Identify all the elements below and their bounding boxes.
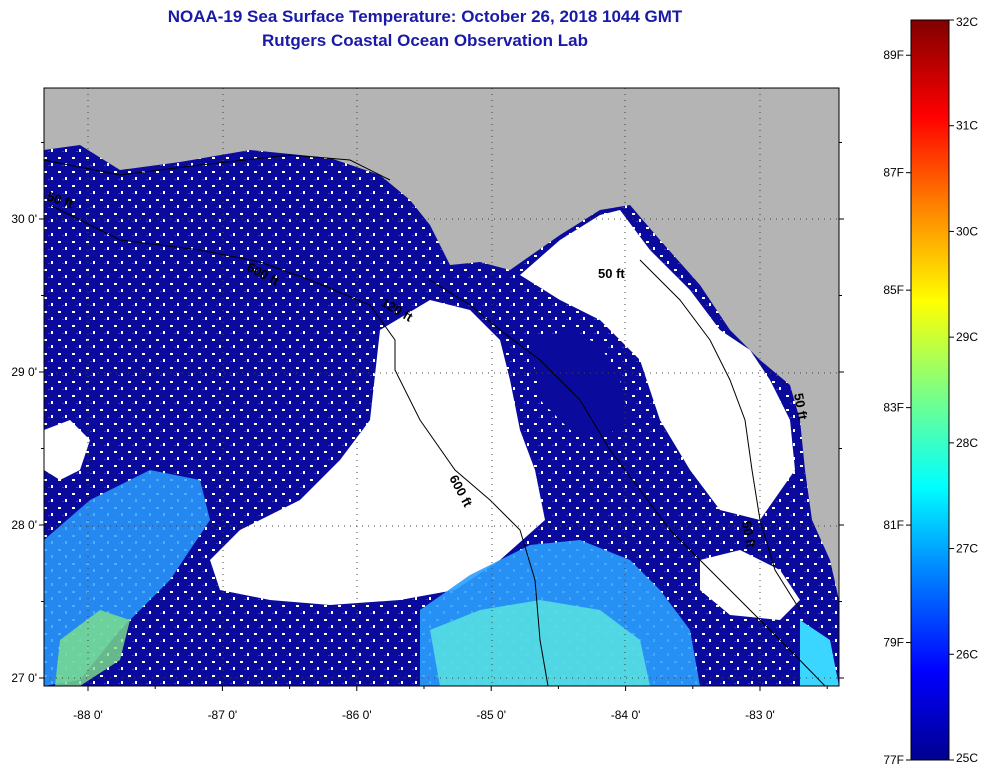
cb-fahrenheit-label-4: 81F (883, 518, 904, 532)
lat-tick-label-1: 29 0' (11, 365, 37, 379)
cb-celsius-label-3: 29C (956, 330, 978, 344)
cb-fahrenheit-label-5: 79F (883, 636, 904, 650)
map-title: NOAA-19 Sea Surface Temperature: October… (167, 7, 683, 26)
map-subtitle: Rutgers Coastal Ocean Observation Lab (262, 31, 588, 50)
lon-tick-label-2: -86 0' (342, 708, 372, 722)
contour-label-7: 50 ft (791, 392, 811, 422)
map-area (44, 88, 839, 686)
cb-fahrenheit-label-3: 83F (883, 401, 904, 415)
grid-lines (44, 88, 839, 686)
contour-label-6: 50 ft (739, 520, 759, 550)
cb-celsius-label-0: 32C (956, 15, 978, 29)
cb-celsius-label-6: 26C (956, 647, 978, 661)
cb-celsius-label-5: 27C (956, 542, 978, 556)
cb-celsius-label-4: 28C (956, 436, 978, 450)
cb-celsius-label-1: 31C (956, 119, 978, 133)
colorbar (910, 19, 950, 761)
colorbar-celsius-labels: 32C 31C 30C 29C 28C 27C 26C 25C (949, 15, 978, 765)
lat-tick-label-0: 30 0' (11, 212, 37, 226)
cloud-region (210, 300, 545, 605)
lat-tick-label-3: 27 0' (11, 671, 37, 685)
cb-fahrenheit-label-1: 87F (883, 166, 904, 180)
colorbar-fahrenheit-labels: 89F 87F 85F 83F 81F 79F 77F (883, 48, 911, 767)
cb-fahrenheit-label-6: 77F (883, 753, 904, 767)
cb-celsius-label-7: 25C (956, 751, 978, 765)
cb-fahrenheit-label-0: 89F (883, 48, 904, 62)
lon-tick-label-3: -85 0' (476, 708, 506, 722)
lon-tick-label-1: -87 0' (208, 708, 238, 722)
lon-tick-label-4: -84 0' (611, 708, 641, 722)
cb-celsius-label-2: 30C (956, 224, 978, 238)
lon-tick-label-5: -83 0' (745, 708, 775, 722)
latitude-axis: 30 0' 29 0' 28 0' 27 0' (11, 142, 844, 685)
longitude-axis: -88 0' -87 0' -86 0' -85 0' -84 0' -83 0' (73, 686, 828, 722)
contour-label-4: 50 ft (598, 266, 625, 281)
cb-fahrenheit-label-2: 85F (883, 283, 904, 297)
lon-tick-label-0: -88 0' (73, 708, 103, 722)
map-frame (43, 87, 840, 687)
contour-line (49, 204, 549, 686)
lat-tick-label-2: 28 0' (11, 518, 37, 532)
